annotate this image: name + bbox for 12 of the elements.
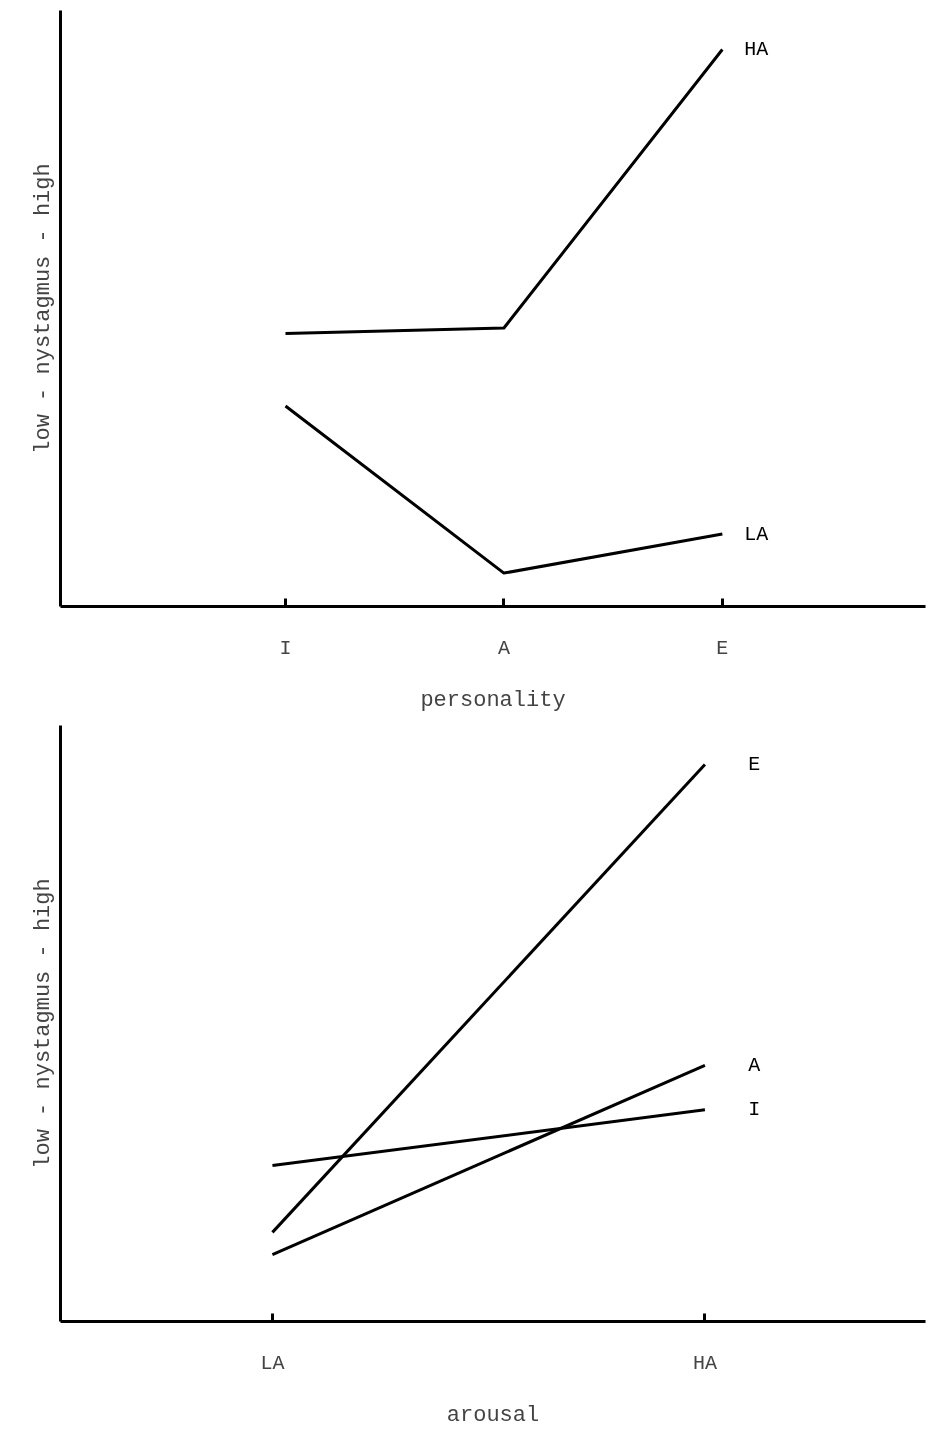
series-label: LA [744,522,769,546]
x-axis-title: personality [420,687,566,713]
y-axis-title: low - nystagmus - high [30,163,56,454]
series-label: HA [744,37,769,61]
x-tick-label: I [279,636,292,660]
text: I [748,1098,761,1122]
text: E [748,752,761,776]
x-axis-title: arousal [446,1402,540,1428]
x-tick-label: A [497,636,510,660]
y-axis-title: low - nystagmus - high [30,878,56,1169]
text: A [748,1053,761,1077]
x-tick-label: E [716,636,729,660]
